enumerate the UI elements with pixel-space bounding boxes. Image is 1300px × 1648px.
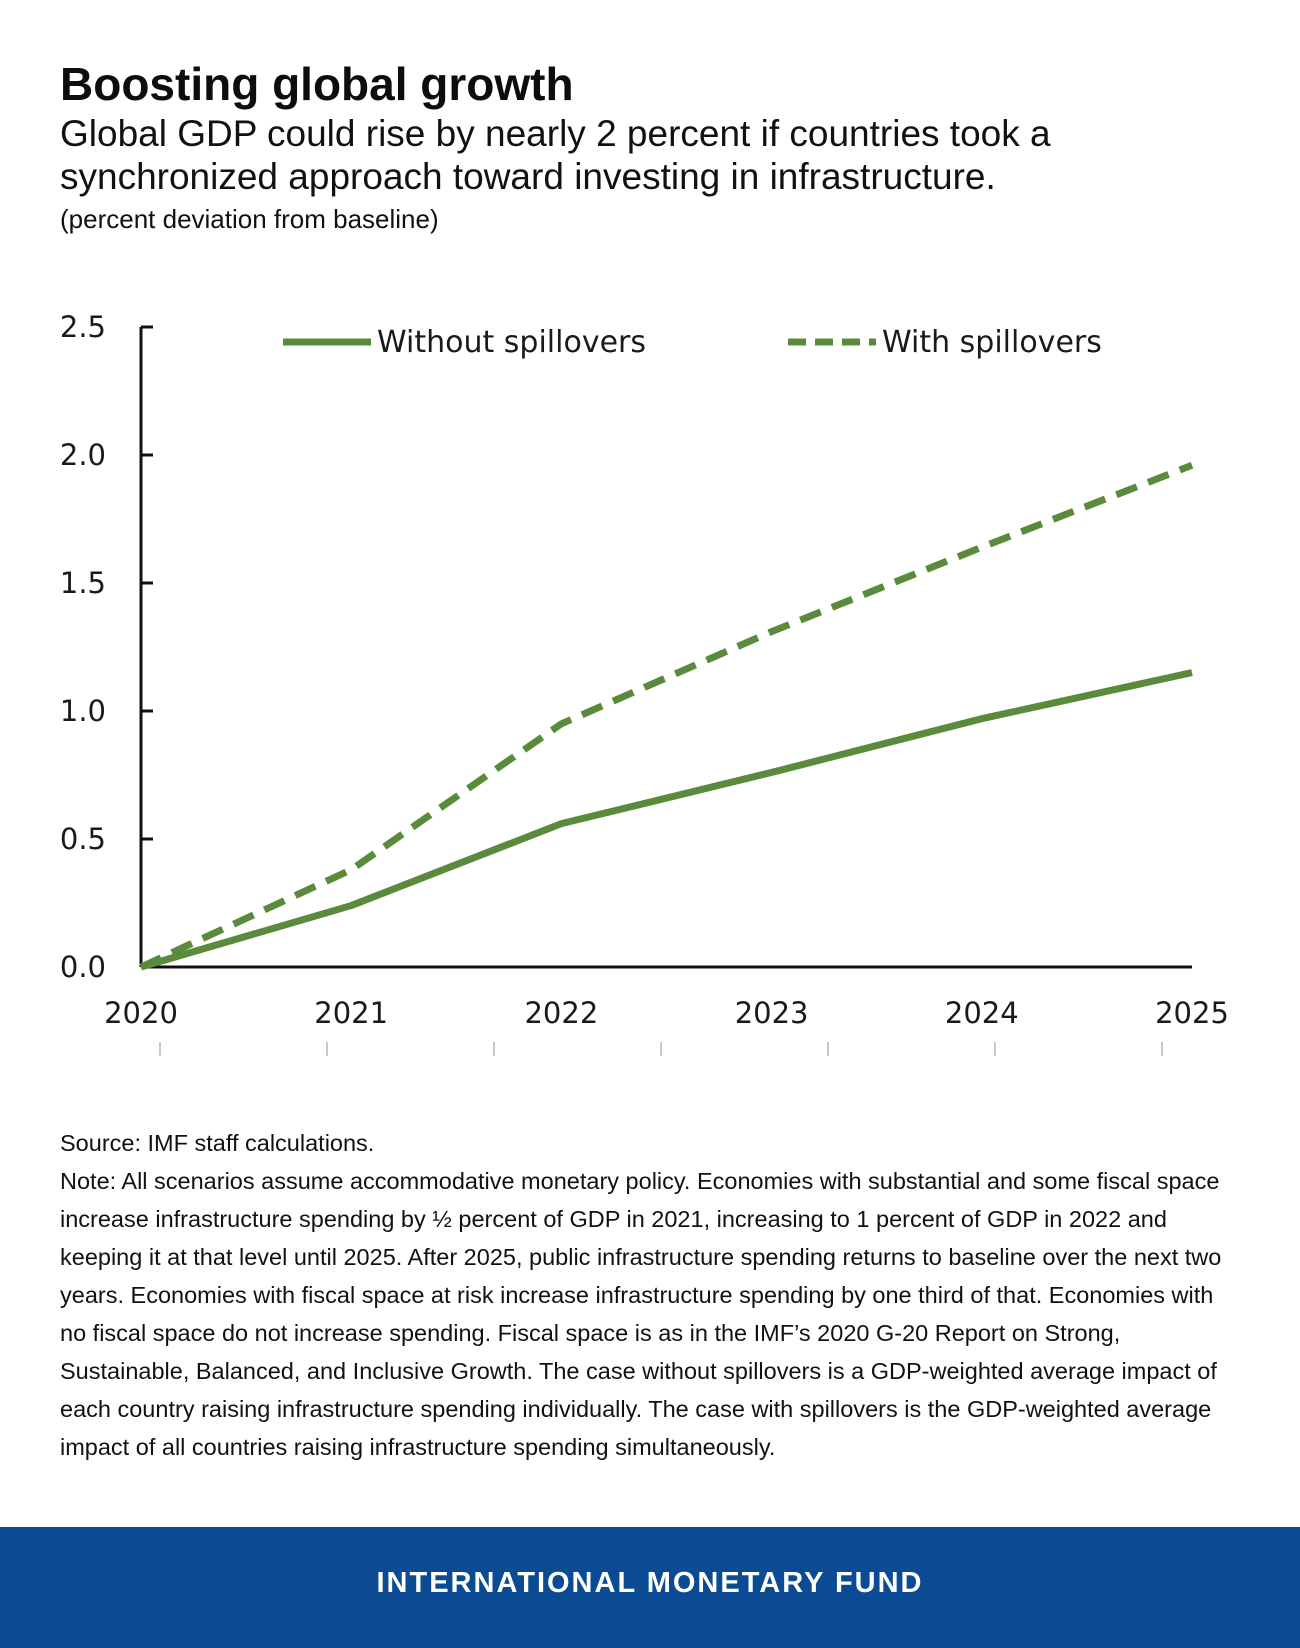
legend: Without spillovers With spillovers: [283, 325, 1102, 360]
y-tick-label: 0.5: [60, 822, 106, 856]
source-note: Source: IMF staff calculations.: [60, 1130, 375, 1156]
y-tick-label: 2.0: [60, 438, 106, 472]
legend-label: Without spillovers: [377, 325, 646, 360]
imf-brand-label: INTERNATIONAL MONETARY FUND: [376, 1567, 924, 1599]
x-tick-label: 2025: [1155, 996, 1229, 1030]
series-line-without-spillovers: [140, 669, 1193, 971]
y-tick-label: 1.5: [60, 566, 106, 600]
line-chart: 0.0 0.5 1.0 1.5 2.0 2.5 2020 2021 2022 2023 2024 20…: [60, 310, 1229, 1056]
axes: 0.0 0.5 1.0 1.5 2.0 2.5 2020 2021 2022 2023 2024 20…: [60, 310, 1229, 1056]
x-tick-label: 2022: [524, 996, 598, 1030]
y-tick-label: 2.5: [60, 310, 106, 344]
chart-subtitle: Global GDP could rise by nearly 2 percen…: [60, 113, 1051, 197]
series-line-with-spillovers: [139, 461, 1194, 971]
x-tick-label: 2024: [945, 996, 1019, 1030]
chart-header: Boosting global growth Global GDP could …: [60, 58, 1240, 236]
x-tick-label: 2023: [735, 996, 809, 1030]
chart-units: (percent deviation from baseline): [60, 204, 439, 234]
brand-footer: INTERNATIONAL MONETARY FUND: [0, 1527, 1300, 1648]
y-tick-label: 0.0: [60, 950, 106, 984]
chart-notes: Source: IMF staff calculations. Note: Al…: [60, 1124, 1245, 1466]
legend-label: With spillovers: [882, 325, 1102, 360]
series-layer: [139, 461, 1194, 971]
note-text: Note: All scenarios assume accommodative…: [60, 1168, 1222, 1460]
x-tick-label: 2020: [104, 996, 178, 1030]
y-tick-label: 1.0: [60, 694, 106, 728]
x-tick-label: 2021: [314, 996, 388, 1030]
chart-title: Boosting global growth: [60, 58, 574, 110]
